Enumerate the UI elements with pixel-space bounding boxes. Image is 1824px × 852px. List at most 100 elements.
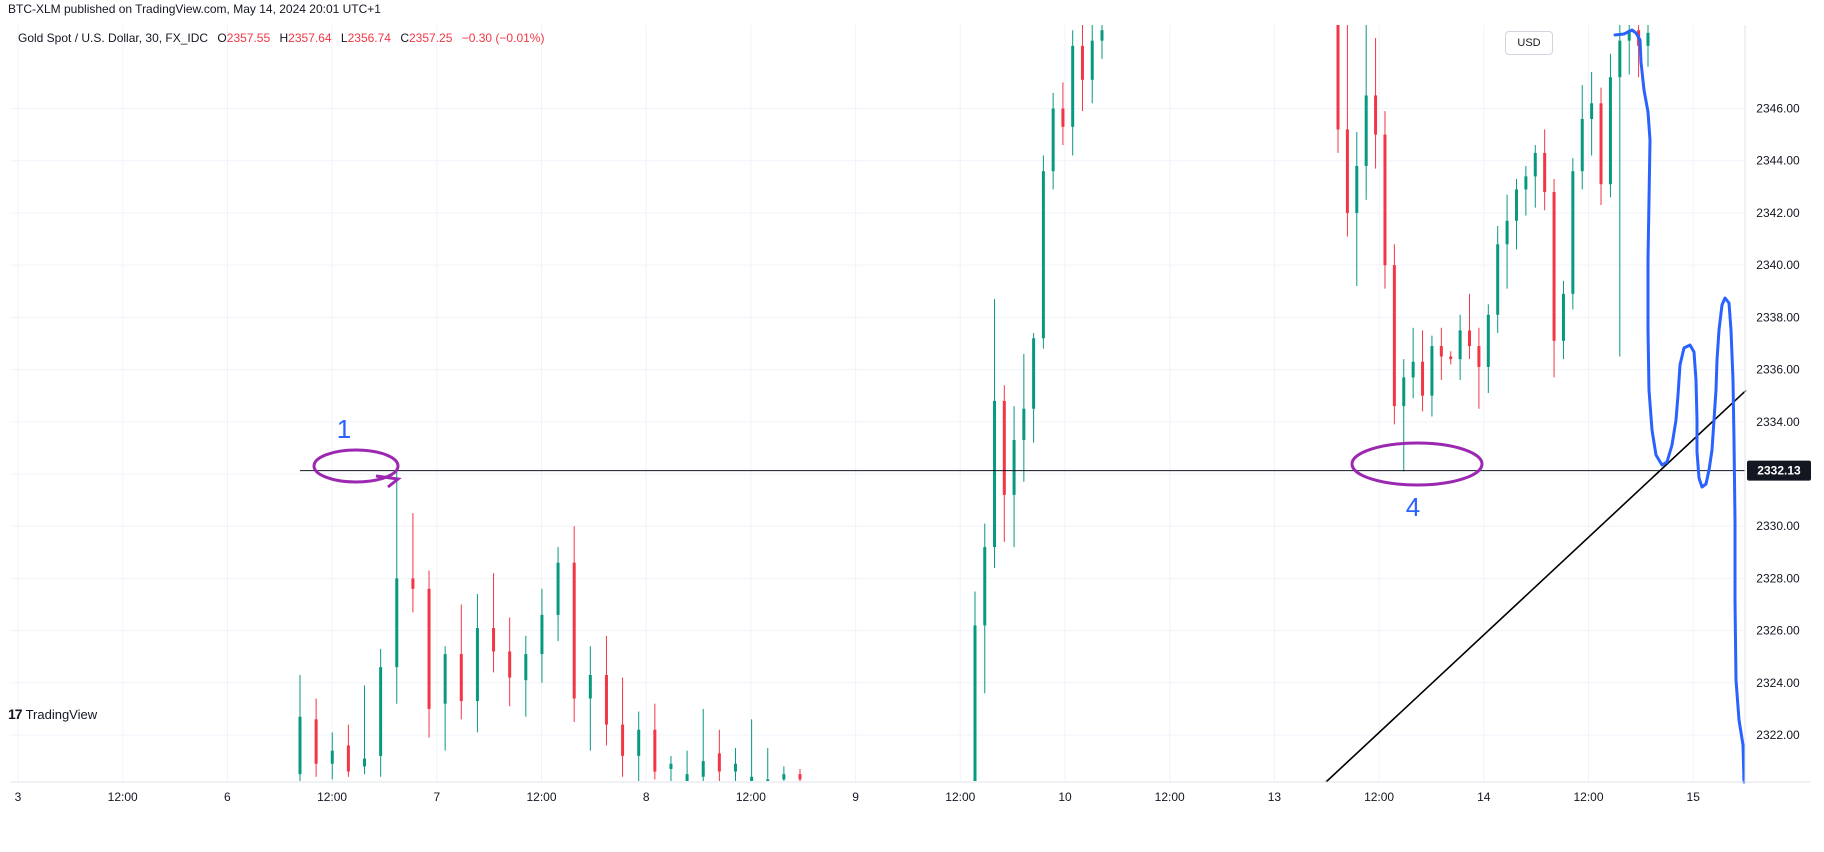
- candle: [1571, 158, 1575, 310]
- candle-body: [346, 745, 350, 772]
- candle-body: [1477, 346, 1481, 367]
- tradingview-brand-label: TradingView: [25, 706, 98, 722]
- candle: [1608, 53, 1612, 198]
- candle: [1477, 327, 1481, 409]
- current-level-price-tag: 2332.13: [1747, 460, 1811, 481]
- candle-body: [766, 779, 770, 781]
- time-axis[interactable]: 3 12:00 6 12:00 7 12:00 8 12:00 9 12:00 10 12:00 13 1…: [15, 790, 1701, 804]
- price-tick-label: 2342.00: [1756, 206, 1800, 220]
- candle-body: [411, 578, 415, 589]
- candle-body: [1618, 40, 1622, 78]
- candle: [1561, 280, 1565, 360]
- candle-body: [1061, 108, 1065, 127]
- candle-body: [621, 724, 625, 756]
- low-value: 2356.74: [347, 31, 391, 45]
- candle: [685, 750, 689, 781]
- candle: [1402, 359, 1406, 472]
- trendline[interactable]: [1325, 389, 1747, 783]
- candle-body: [1552, 192, 1556, 341]
- candle-body: [1090, 40, 1094, 80]
- candle: [621, 677, 625, 777]
- candle: [637, 711, 641, 781]
- time-tick-label: 12:00: [736, 790, 766, 804]
- candle-body: [1364, 95, 1368, 166]
- candle: [1041, 155, 1045, 349]
- candle: [1590, 71, 1594, 156]
- candle-body: [1627, 30, 1631, 41]
- time-tick-label: 7: [433, 790, 440, 804]
- purple-ellipse-1[interactable]: [312, 448, 402, 489]
- open-label: O: [217, 31, 227, 45]
- candle: [1458, 314, 1462, 381]
- candle-body: [1561, 293, 1565, 341]
- published-by-text: BTC-XLM published on TradingView.com, Ma…: [8, 2, 381, 16]
- close-value: 2357.25: [409, 31, 453, 45]
- candle: [556, 547, 560, 642]
- candle: [1383, 111, 1387, 289]
- time-tick-label: 6: [224, 790, 231, 804]
- candle: [330, 732, 334, 780]
- candle-body: [1468, 330, 1472, 347]
- candle: [1374, 38, 1378, 169]
- candle: [993, 299, 997, 568]
- candle: [1061, 82, 1065, 146]
- candle: [653, 703, 657, 780]
- candle-body: [1543, 152, 1547, 193]
- candle: [540, 588, 544, 683]
- candle: [1100, 25, 1104, 59]
- candle: [973, 591, 977, 781]
- candle: [1468, 293, 1472, 360]
- candle: [492, 573, 496, 673]
- candle-body: [983, 547, 987, 626]
- price-tick-label: 2334.00: [1756, 415, 1800, 429]
- candle: [395, 471, 399, 704]
- currency-button[interactable]: USD: [1505, 31, 1553, 55]
- candle: [1071, 30, 1075, 156]
- candle-body: [427, 588, 431, 709]
- tradingview-branding[interactable]: 17 TradingView: [8, 706, 97, 722]
- price-axis[interactable]: 2322.00 2324.00 2326.00 2328.00 2330.00 2332.…: [1756, 102, 1800, 742]
- blue-freehand-drawing[interactable]: [1613, 28, 1746, 784]
- candle-body: [1100, 30, 1104, 41]
- candle: [298, 674, 302, 781]
- candle: [1496, 225, 1500, 334]
- candle-body: [1580, 118, 1584, 172]
- candle: [1627, 25, 1631, 75]
- price-tick-label: 2344.00: [1756, 154, 1800, 168]
- candle-body: [508, 651, 512, 678]
- candle-body: [1336, 25, 1340, 130]
- price-tick-label: 2346.00: [1756, 102, 1800, 116]
- candle: [1543, 129, 1547, 211]
- price-tick-label: 2326.00: [1756, 624, 1800, 638]
- candle-body: [733, 763, 737, 772]
- candle: [782, 766, 786, 781]
- candle: [1090, 25, 1094, 104]
- candle-body: [1383, 134, 1387, 266]
- candle-body: [1022, 408, 1026, 441]
- candle-body: [1599, 103, 1603, 185]
- candle-body: [1002, 400, 1006, 495]
- candle-body: [1032, 338, 1036, 409]
- price-tick-label: 2324.00: [1756, 676, 1800, 690]
- close-label: C: [400, 31, 409, 45]
- purple-ellipse-4[interactable]: [1350, 441, 1484, 487]
- price-tick-label: 2338.00: [1756, 310, 1800, 324]
- time-tick-label: 3: [15, 790, 22, 804]
- candle: [1449, 351, 1453, 365]
- candle: [1618, 25, 1622, 357]
- candle-body: [330, 750, 334, 764]
- candle: [1646, 25, 1650, 67]
- candle-body: [1486, 314, 1490, 367]
- candle: [443, 646, 447, 751]
- time-tick-label: 14: [1477, 790, 1491, 804]
- time-tick-label: 8: [643, 790, 650, 804]
- annotation-label-1: 1: [337, 414, 351, 444]
- high-value: 2357.64: [288, 31, 332, 45]
- time-tick-label: 12:00: [945, 790, 975, 804]
- grid: [10, 25, 1745, 782]
- candle: [1345, 25, 1349, 237]
- candle-body: [701, 761, 705, 777]
- candle-body: [993, 400, 997, 548]
- candle: [733, 748, 737, 781]
